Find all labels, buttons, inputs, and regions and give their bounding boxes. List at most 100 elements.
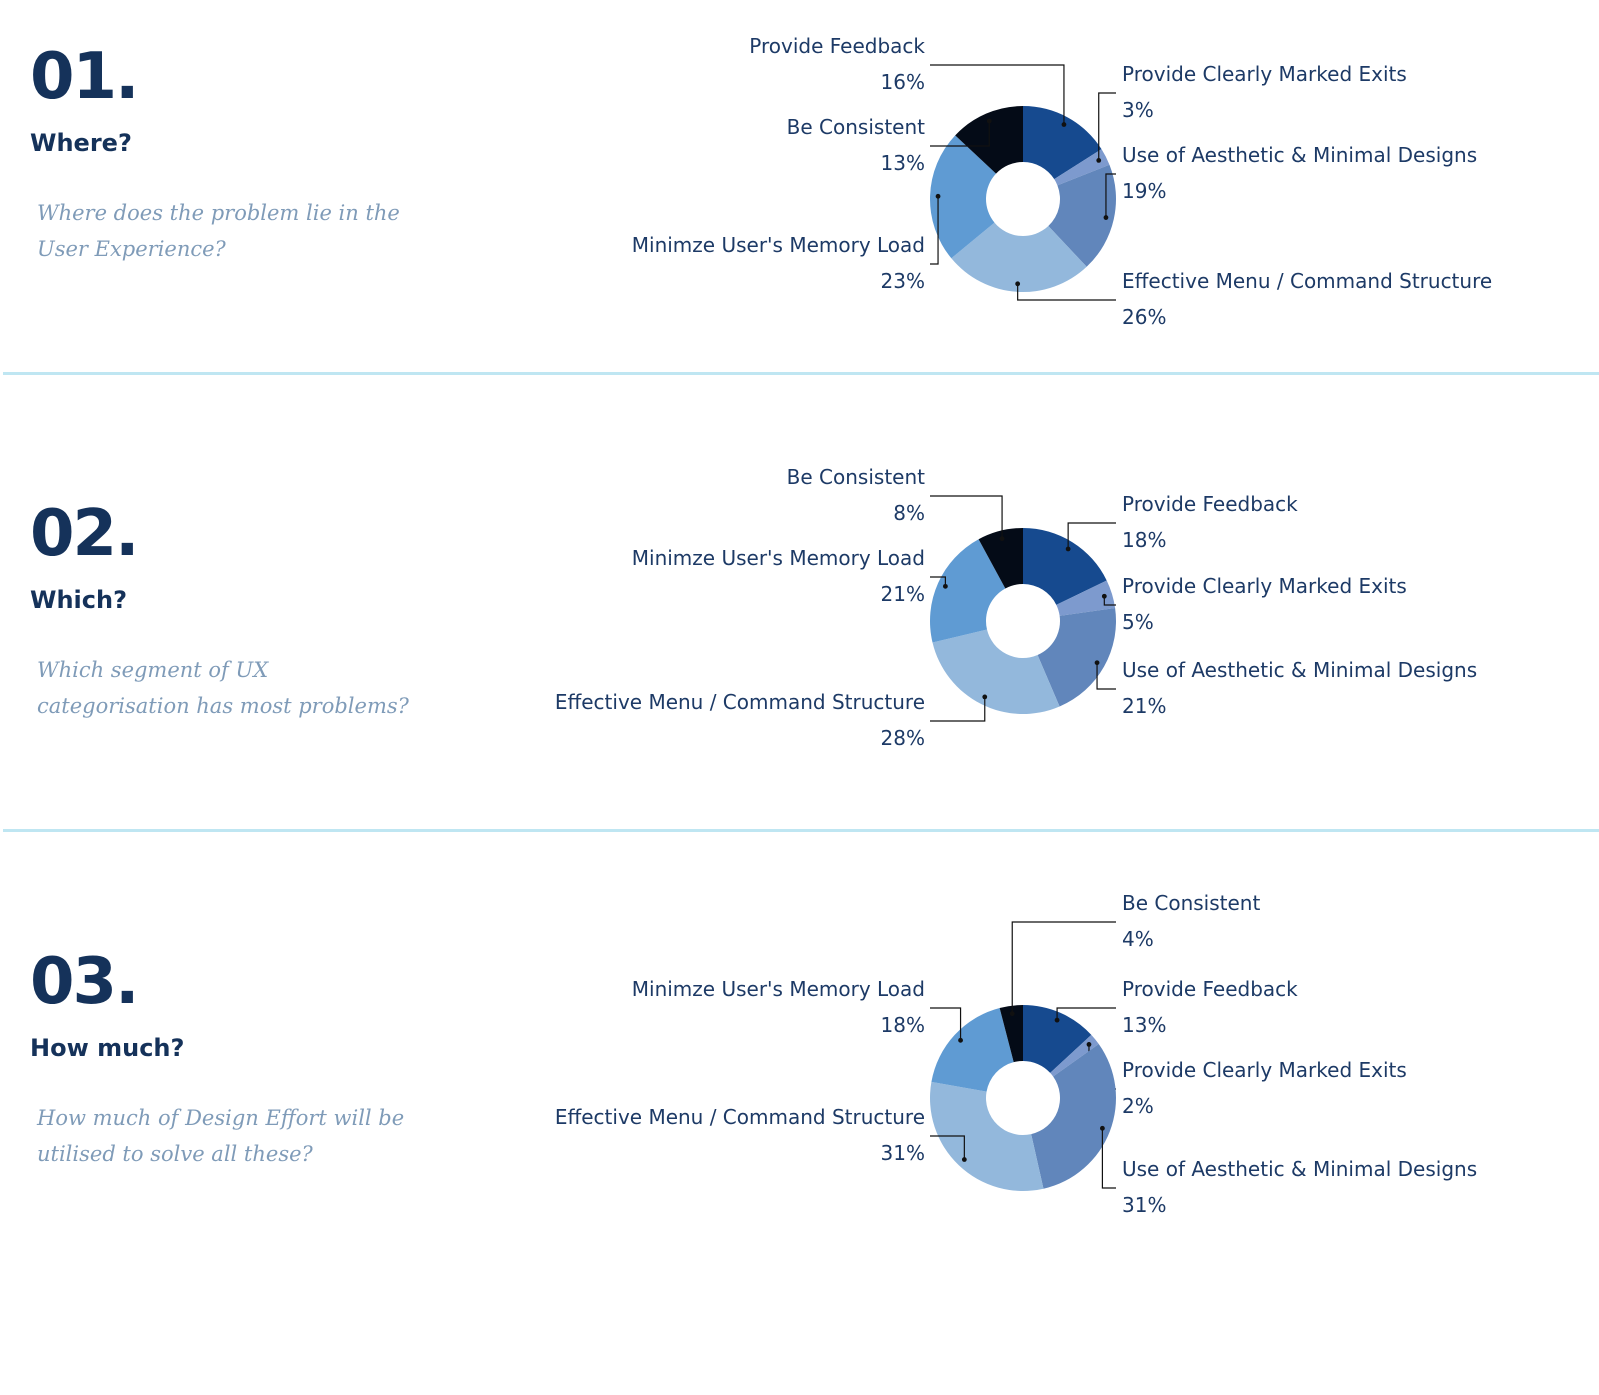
section-description: Where does the problem lie in the User E…	[37, 201, 400, 261]
slice-be-consistent	[978, 528, 1023, 589]
leader-dot	[1101, 593, 1107, 599]
leader-line	[1067, 522, 1116, 549]
slice-use-of-aesthetic-minimal-designs	[1037, 608, 1117, 707]
slice-value-label: 31%	[1122, 1193, 1166, 1217]
slice-provide-clearly-marked-exits	[1054, 149, 1110, 186]
slice-provide-feedback	[1023, 528, 1107, 605]
leader-line	[1011, 921, 1116, 1014]
slice-label: Provide Feedback	[1122, 977, 1298, 1001]
slice-minimze-user-s-memory-load	[930, 135, 997, 259]
leader-dot	[961, 1157, 967, 1162]
section-divider	[3, 372, 1599, 375]
leader-line	[930, 1135, 965, 1160]
slice-use-of-aesthetic-minimal-designs	[1048, 164, 1116, 267]
leader-dot	[935, 193, 941, 199]
leader-line	[1056, 1007, 1116, 1021]
section-number: 02.	[30, 497, 139, 571]
donut-chart: Provide Feedback 16% Provide Clearly Marke…	[632, 34, 1492, 329]
leader-dot	[1065, 546, 1071, 552]
leader-dot	[942, 583, 948, 589]
leader-line	[930, 696, 986, 722]
slice-value-label: 23%	[881, 269, 925, 293]
slice-value-label: 26%	[1122, 305, 1166, 329]
slice-value-label: 13%	[1122, 1013, 1166, 1037]
slice-value-label: 19%	[1122, 179, 1166, 203]
leader-line	[1105, 173, 1116, 218]
slice-label: Minimze User's Memory Load	[632, 977, 925, 1001]
leader-dot	[1061, 122, 1067, 127]
section-where: 01. Where? Where does the problem lie in…	[0, 0, 1599, 465]
slice-value-label: 8%	[893, 501, 925, 525]
section-description: How much of Design Effort will be utilis…	[37, 1106, 405, 1166]
leader-line	[930, 576, 946, 587]
section-description: Which segment of UX categorisation has m…	[37, 658, 409, 718]
section-how-much: 03. How much? How much of Design Effort …	[0, 891, 1599, 1395]
section-question: Which?	[30, 586, 128, 614]
slice-minimze-user-s-memory-load	[931, 1007, 1014, 1092]
section-number: 01.	[30, 40, 139, 114]
leader-dot	[1103, 215, 1109, 220]
leader-line	[1101, 1128, 1116, 1189]
slice-effective-menu-command-structure	[932, 629, 1060, 714]
leader-line	[1096, 662, 1116, 690]
slice-be-consistent	[999, 1005, 1023, 1063]
leader-dot	[1094, 660, 1100, 666]
slice-label: Use of Aesthetic & Minimal Designs	[1122, 143, 1477, 167]
slice-value-label: 16%	[881, 70, 925, 94]
slice-provide-feedback	[1023, 106, 1102, 180]
slice-value-label: 18%	[881, 1013, 925, 1037]
section-number: 03.	[30, 945, 139, 1019]
leader-line	[930, 120, 990, 147]
slice-label: Be Consistent	[1122, 891, 1260, 915]
slice-value-label: 21%	[1122, 694, 1166, 718]
slice-label: Use of Aesthetic & Minimal Designs	[1122, 1157, 1477, 1181]
slice-provide-clearly-marked-exits	[1056, 580, 1116, 616]
leader-dot	[999, 536, 1005, 542]
leader-line	[1103, 596, 1116, 606]
slice-value-label: 5%	[1122, 610, 1154, 634]
donut-chart: Provide Feedback 13% Provide Clearly Marke…	[555, 891, 1477, 1217]
slice-effective-menu-command-structure	[930, 1081, 1044, 1191]
leader-line	[1017, 283, 1116, 301]
leader-dot	[1100, 1125, 1105, 1131]
slice-use-of-aesthetic-minimal-designs	[1031, 1044, 1116, 1189]
slice-label: Provide Clearly Marked Exits	[1122, 1058, 1407, 1082]
slice-provide-feedback	[1023, 1005, 1092, 1073]
donut-chart: Provide Feedback 18% Provide Clearly Marke…	[555, 465, 1477, 750]
leader-dot	[1009, 1011, 1015, 1017]
leader-dot	[982, 694, 988, 700]
slice-value-label: 28%	[881, 726, 925, 750]
slice-provide-clearly-marked-exits	[1050, 1034, 1099, 1077]
slice-label: Provide Clearly Marked Exits	[1122, 62, 1407, 86]
section-divider	[3, 829, 1599, 832]
slice-minimze-user-s-memory-load	[930, 539, 1006, 643]
slice-label: Be Consistent	[787, 115, 925, 139]
slice-label: Provide Feedback	[749, 34, 925, 58]
slice-value-label: 31%	[881, 1141, 925, 1165]
section-question: How much?	[30, 1034, 185, 1062]
slice-label: Provide Clearly Marked Exits	[1122, 574, 1407, 598]
slice-value-label: 21%	[881, 582, 925, 606]
slice-value-label: 3%	[1122, 98, 1154, 122]
leader-dot	[958, 1037, 963, 1043]
slice-label: Effective Menu / Command Structure	[1122, 269, 1492, 293]
slice-label: Minimze User's Memory Load	[632, 233, 925, 257]
leader-line	[1098, 92, 1116, 161]
leader-dot	[1015, 281, 1021, 287]
leader-line	[930, 495, 1003, 539]
section-which: 02. Which? Which segment of UX categoris…	[0, 465, 1599, 930]
leader-line	[930, 196, 939, 265]
leader-line	[930, 64, 1065, 125]
slice-value-label: 18%	[1122, 528, 1166, 552]
slice-label: Use of Aesthetic & Minimal Designs	[1122, 658, 1477, 682]
leader-dot	[1086, 1042, 1092, 1047]
leader-line	[930, 1007, 962, 1041]
slice-value-label: 13%	[881, 151, 925, 175]
leader-dot	[1054, 1017, 1060, 1023]
slice-label: Effective Menu / Command Structure	[555, 1105, 925, 1129]
slice-label: Be Consistent	[787, 465, 925, 489]
slice-value-label: 2%	[1122, 1094, 1154, 1118]
section-question: Where?	[30, 129, 132, 157]
leader-dot	[1096, 158, 1102, 163]
slice-label: Effective Menu / Command Structure	[555, 690, 925, 714]
